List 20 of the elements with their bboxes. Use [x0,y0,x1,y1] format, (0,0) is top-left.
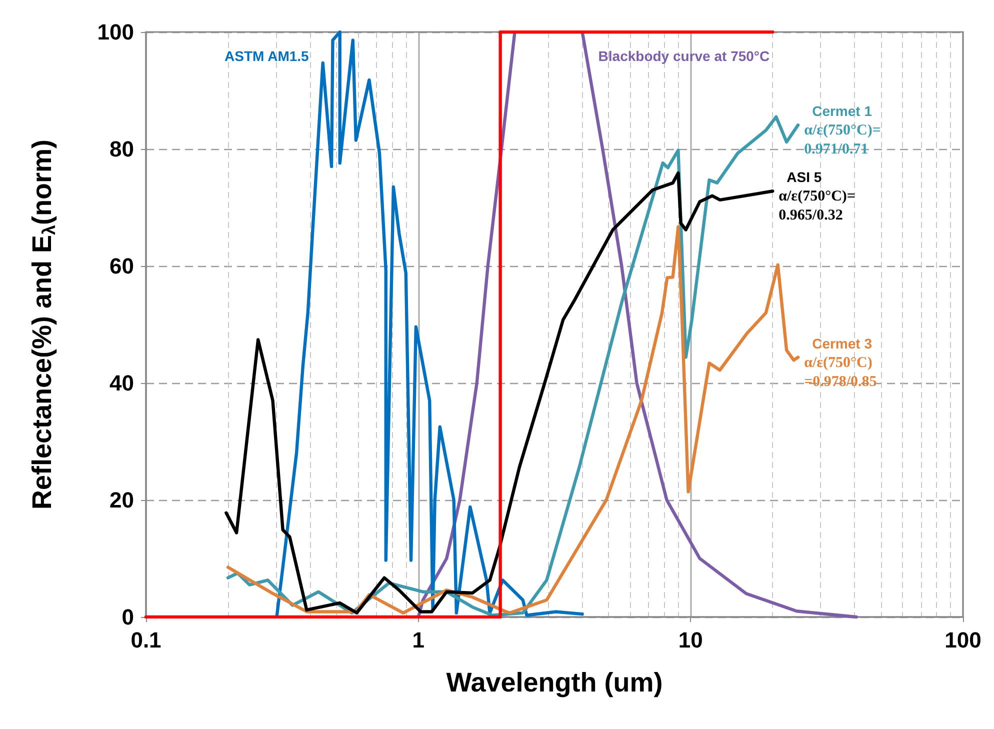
x-tick-label: 100 [944,628,982,652]
y-tick-label: 100 [97,20,134,44]
series-label: Blackbody curve at 750°C [598,48,770,64]
y-tick-label: 40 [110,370,134,396]
y-tick-label: 0 [122,604,134,630]
annotation: α/ε(750°C)= 0.971/0.71 [804,122,881,158]
x-tick-label: 1 [412,628,424,652]
x-tick-label: 0.1 [130,628,162,652]
y-axis-title: Reflectance(%) and Eλ(norm) [27,139,59,510]
series-label: Cermet 3 [812,335,872,352]
annotation: α/ε(750°C) =0.978/0.85 [804,354,877,390]
annotation: α/ε(750°C)= 0.965/0.32 [778,188,856,224]
series-label: Cermet 1 [812,103,872,120]
x-tick-label: 10 [678,628,703,652]
x-axis-title: Wavelength (um) [446,668,663,698]
y-tick-label: 20 [110,488,134,512]
y-tick-label: 80 [110,136,134,162]
series-label: ASI 5 [786,169,822,186]
series-label: ASTM AM1.5 [224,48,310,64]
y-tick-label: 60 [110,254,134,278]
